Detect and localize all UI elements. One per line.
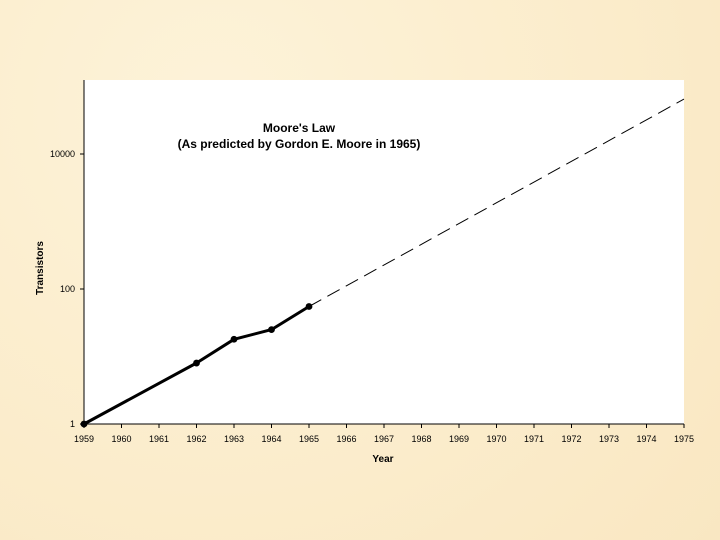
x-tick-label-1970: 1970 [486,434,506,444]
x-tick-label-1967: 1967 [374,434,394,444]
x-tick-label-1974: 1974 [636,434,656,444]
data-point-1963 [230,335,238,343]
x-tick-label-1960: 1960 [111,434,131,444]
projection-line [308,98,685,307]
x-tick-label-1968: 1968 [411,434,431,444]
plot-area [84,80,684,424]
x-axis-title: Year [372,454,393,465]
x-tick-label-1962: 1962 [186,434,206,444]
axis-ticks: 1959 1960 1961 1962 1963 1964 1965 1966 1967 1968… [50,149,694,444]
y-tick-label-1: 1 [70,419,75,429]
x-tick-label-1969: 1969 [449,434,469,444]
x-tick-label-1973: 1973 [599,434,619,444]
x-tick-label-1964: 1964 [261,434,281,444]
data-point-1959 [80,420,88,428]
y-tick-label-100: 100 [60,284,75,294]
x-tick-label-1961: 1961 [149,434,169,444]
data-point-1962 [193,359,200,367]
y-axis-title: Transistors [35,241,46,295]
chart-title: Moore's Law [263,121,336,135]
y-tick-label-10000: 10000 [50,149,75,159]
x-tick-label-1975: 1975 [674,434,694,444]
chart-subtitle: (As predicted by Gordon E. Moore in 1965… [178,137,421,151]
x-tick-label-1965: 1965 [299,434,319,444]
x-tick-label-1963: 1963 [224,434,244,444]
series-layer [80,98,685,428]
x-tick-label-1971: 1971 [524,434,544,444]
data-point-1965 [305,303,313,310]
x-tick-label-1972: 1972 [561,434,581,444]
x-tick-label-1959: 1959 [74,434,94,444]
data-point-1964 [268,326,275,334]
x-tick-label-1966: 1966 [336,434,356,444]
